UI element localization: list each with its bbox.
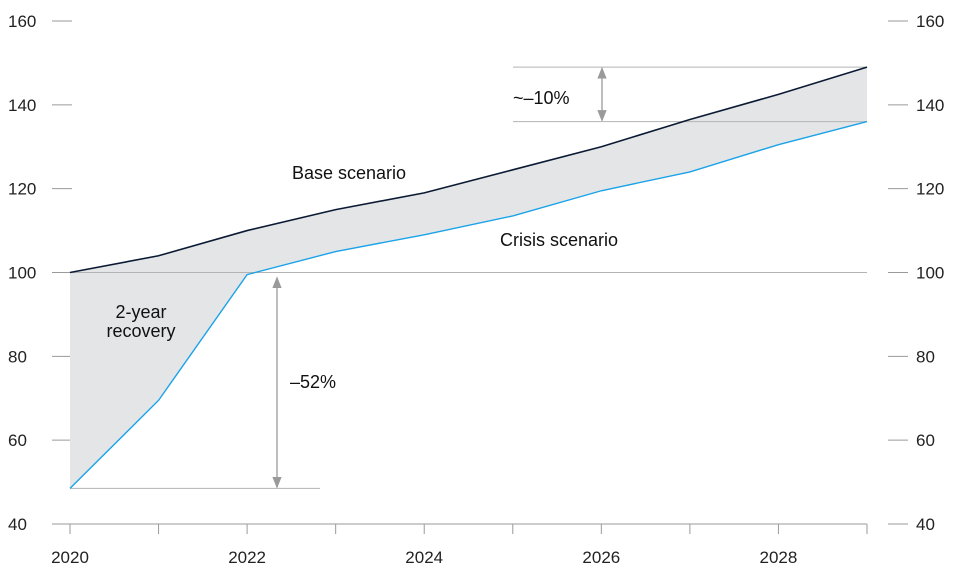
x-tick-label: 2024 (405, 548, 443, 567)
left-axis: 40 60 80 100 120 140 160 (8, 12, 72, 534)
y-tick-label-left: 80 (8, 347, 27, 366)
y-tick-label-right: 40 (916, 515, 935, 534)
x-tick-label: 2022 (228, 548, 266, 567)
y-tick-label-right: 80 (916, 347, 935, 366)
y-tick-label-left: 160 (8, 12, 36, 31)
gap-area-layer (70, 67, 867, 489)
y-tick-label-right: 140 (916, 96, 944, 115)
y-tick-label-right: 60 (916, 431, 935, 450)
reference-lines (70, 66, 867, 489)
y-tick-label-right: 100 (916, 264, 944, 283)
y-tick-label-right: 120 (916, 180, 944, 199)
series-line-base (69, 66, 868, 274)
x-tick-label: 2020 (51, 548, 89, 567)
drop-label: –52% (290, 372, 336, 392)
series-label-crisis: Crisis scenario (500, 230, 618, 250)
y-tick-label-left: 100 (8, 264, 36, 283)
x-tick-label: 2028 (760, 548, 798, 567)
right-axis: 40 60 80 100 120 140 160 (888, 12, 944, 534)
recovery-label-line1: 2-year (115, 302, 166, 322)
series-line-crisis (69, 120, 868, 489)
y-tick-label-left: 60 (8, 431, 27, 450)
x-tick-label: 2026 (582, 548, 620, 567)
gap-label: ~–10% (513, 88, 570, 108)
series-lines (69, 66, 868, 489)
series-label-base: Base scenario (292, 163, 406, 183)
y-tick-label-left: 140 (8, 96, 36, 115)
y-tick-label-right: 160 (916, 12, 944, 31)
recovery-label-line2: recovery (106, 321, 175, 341)
gap-area (70, 67, 867, 489)
x-axis: 2020 2022 2024 2026 2028 (51, 523, 868, 567)
y-tick-label-left: 40 (8, 515, 27, 534)
y-tick-label-left: 120 (8, 180, 36, 199)
